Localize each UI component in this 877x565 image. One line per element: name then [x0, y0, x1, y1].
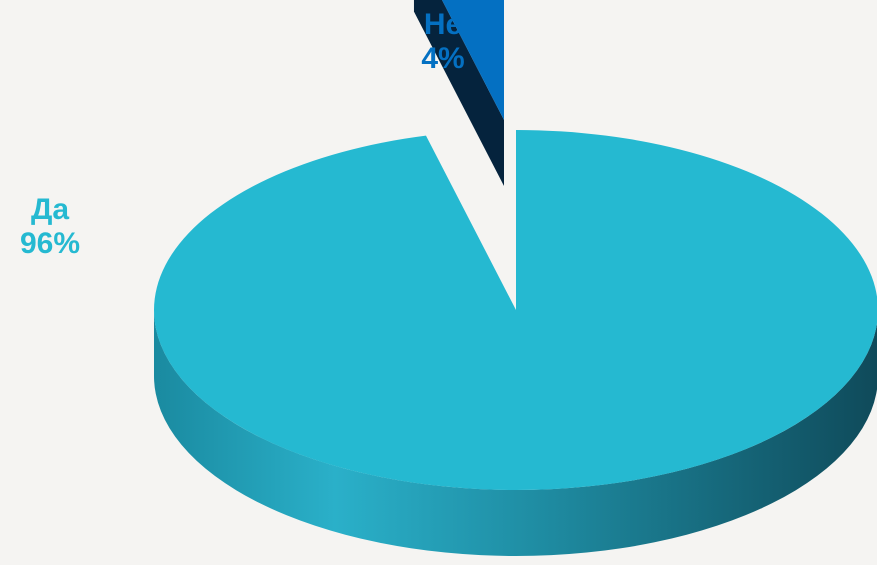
pie-slice-face-1 [413, 0, 504, 186]
value-label-da: 96% [19, 227, 81, 260]
pie-slice-0 [154, 130, 877, 490]
pie-slice-1 [442, 0, 504, 120]
pie-slice-side-0 [154, 310, 877, 556]
data-label-da: Да 96% [0, 193, 100, 261]
value-label-ne: 4% [421, 42, 465, 75]
pie-slice-tops [154, 0, 877, 490]
pie-slice-sides [154, 0, 877, 556]
data-label-ne: Не 4% [393, 8, 493, 76]
category-label-da: Да [30, 193, 70, 226]
category-label-ne: Не [423, 8, 463, 41]
